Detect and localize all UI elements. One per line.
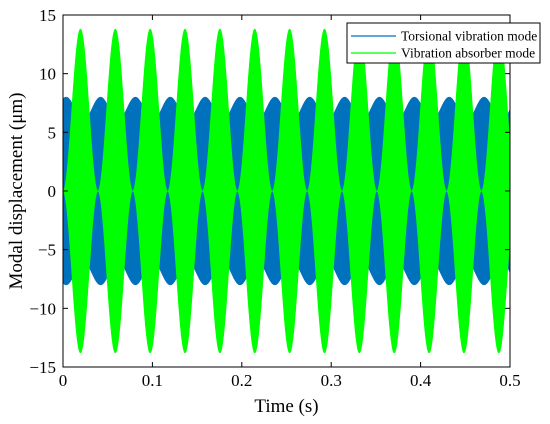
series-absorber-band xyxy=(63,28,510,354)
x-tick-label: 0.1 xyxy=(142,371,163,390)
series-layer xyxy=(63,28,510,354)
ticks-layer: 0 0.1 0.2 0.3 0.4 0.5 −15 −10 −5 0 5 10 15 xyxy=(29,6,520,390)
y-tick-label: −10 xyxy=(29,299,56,318)
legend-label-absorber: Vibration absorber mode xyxy=(401,46,535,61)
y-tick-label: 0 xyxy=(48,182,57,201)
y-tick-label: 15 xyxy=(39,6,56,25)
y-tick-label: 10 xyxy=(39,65,56,84)
y-tick-label: 5 xyxy=(48,123,57,142)
legend-box xyxy=(346,22,541,64)
y-tick-label: −15 xyxy=(29,358,56,377)
x-tick-label: 0.5 xyxy=(499,371,520,390)
y-axis-title: Modal displacement (μm) xyxy=(6,93,27,290)
x-axis-title: Time (s) xyxy=(254,396,318,417)
x-tick-label: 0 xyxy=(59,371,68,390)
x-tick-label: 0.3 xyxy=(321,371,342,390)
legend-label-torsional: Torsional vibration mode xyxy=(401,29,537,44)
legend: Torsional vibration mode Vibration absor… xyxy=(346,22,541,64)
y-tick-label: −5 xyxy=(38,241,56,260)
x-tick-label: 0.2 xyxy=(231,371,252,390)
x-tick-label: 0.4 xyxy=(410,371,432,390)
